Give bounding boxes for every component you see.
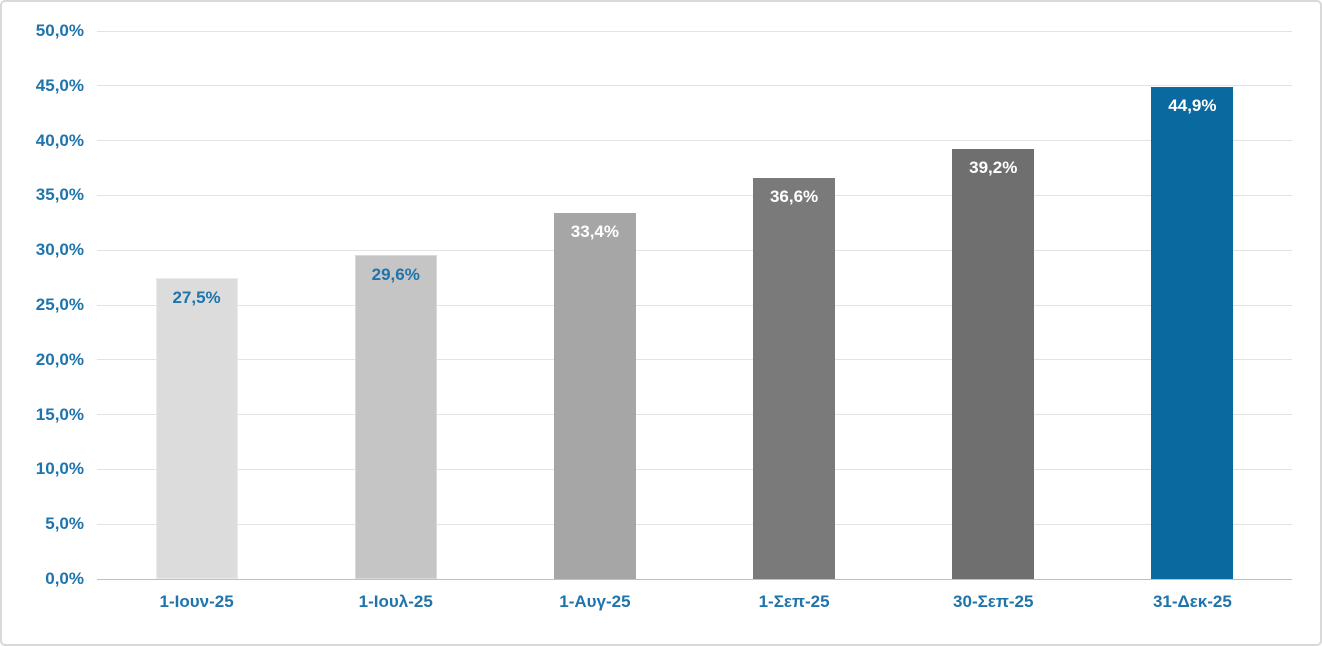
bar-value-label: 36,6% [769, 186, 819, 206]
x-tick-label: 1-Αυγ-25 [559, 592, 631, 611]
y-tick-label: 30,0% [35, 240, 84, 260]
x-tick-label: 1-Σεπ-25 [758, 592, 830, 611]
y-tick-label: 35,0% [35, 185, 84, 205]
bar-value-label: 39,2% [969, 158, 1018, 178]
y-tick-label: 45,0% [35, 75, 84, 95]
bar: 44,9% [1151, 86, 1234, 579]
bar-value-label: 27,5% [172, 287, 221, 307]
gridline [97, 359, 1292, 361]
bar-value-label: 44,9% [1168, 95, 1217, 115]
gridline [97, 468, 1292, 470]
bar: 29,6% [354, 254, 437, 579]
x-tick-label: 1-Ιουλ-25 [358, 592, 433, 611]
gridline [97, 194, 1292, 196]
x-tick-label: 31-Δεκ-25 [1152, 592, 1232, 611]
gridline [97, 85, 1292, 87]
y-tick-label: 15,0% [35, 404, 84, 424]
bar-value-label: 33,4% [570, 221, 619, 241]
x-tick-label: 30-Σεπ-25 [953, 592, 1034, 611]
gridline [97, 523, 1292, 525]
y-tick-label: 50,0% [35, 21, 84, 40]
gridline [97, 249, 1292, 251]
y-tick-label: 25,0% [35, 295, 84, 314]
y-tick-label: 40,0% [35, 130, 84, 150]
y-tick-label: 0,0% [45, 569, 84, 588]
bar: 33,4% [553, 212, 636, 579]
y-tick-label: 10,0% [35, 459, 84, 479]
gridline [97, 30, 1292, 32]
bar-value-label: 29,6% [371, 264, 420, 284]
gridline [97, 140, 1292, 142]
gridline [97, 304, 1292, 306]
bar: 39,2% [952, 149, 1035, 579]
x-axis-line [97, 578, 1292, 580]
plot-area: 27,5% 29,6% 33,4% 36,6% 39,2% 44,9% [97, 30, 1292, 580]
x-tick-label: 1-Ιουν-25 [159, 592, 234, 611]
bar: 27,5% [155, 277, 238, 579]
bar: 36,6% [753, 177, 836, 579]
y-tick-label: 5,0% [45, 514, 84, 534]
y-tick-label: 20,0% [35, 349, 84, 369]
gridline [97, 414, 1292, 416]
